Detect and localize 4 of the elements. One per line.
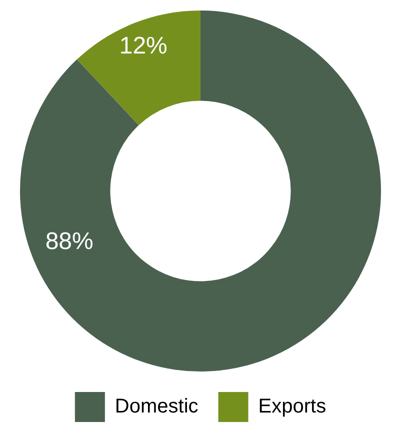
- legend-label: Exports: [258, 396, 326, 418]
- data-label: 12%: [119, 32, 168, 60]
- legend-label: Domestic: [114, 396, 198, 418]
- data-label: 88%: [45, 228, 94, 255]
